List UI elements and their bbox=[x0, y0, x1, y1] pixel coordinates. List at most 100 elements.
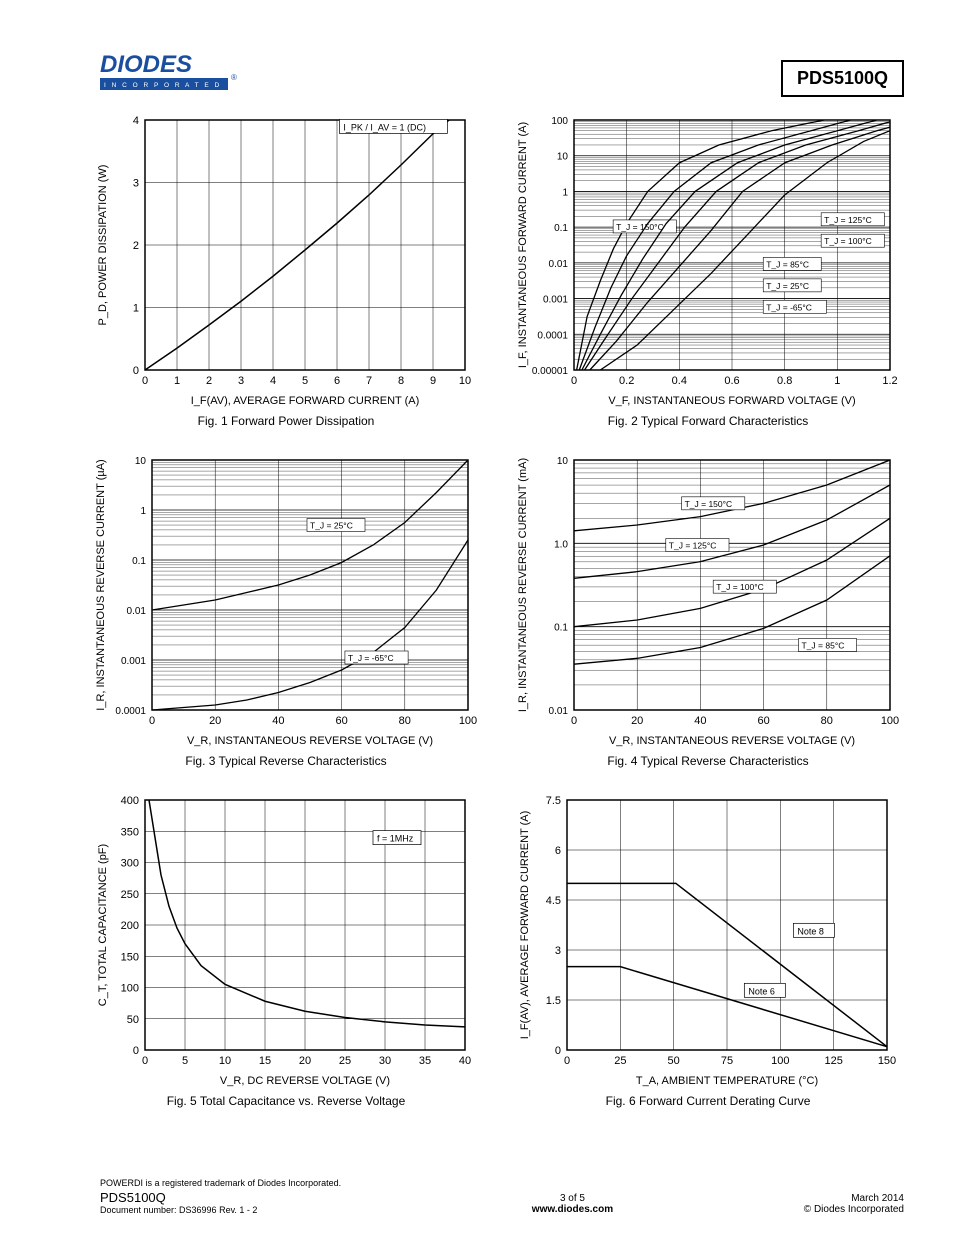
svg-text:1: 1 bbox=[133, 303, 139, 315]
svg-text:0.4: 0.4 bbox=[672, 375, 687, 387]
svg-text:20: 20 bbox=[631, 715, 643, 727]
chart-grid: 01234567891001234I_PK / I_AV = 1 (DC)I_F… bbox=[90, 110, 904, 1120]
svg-text:T_J = -65°C: T_J = -65°C bbox=[766, 302, 812, 312]
diodes-logo: DIODES I N C O R P O R A T E D ® bbox=[100, 50, 240, 97]
fig2-caption: Fig. 2 Typical Forward Characteristics bbox=[512, 414, 904, 428]
svg-text:3: 3 bbox=[133, 178, 139, 190]
svg-text:®: ® bbox=[231, 73, 237, 82]
svg-text:35: 35 bbox=[419, 1055, 431, 1067]
fig4-caption: Fig. 4 Typical Reverse Characteristics bbox=[512, 754, 904, 768]
trademark-note: POWERDI is a registered trademark of Dio… bbox=[100, 1178, 341, 1188]
svg-text:25: 25 bbox=[339, 1055, 351, 1067]
svg-text:15: 15 bbox=[259, 1055, 271, 1067]
svg-text:125: 125 bbox=[824, 1055, 842, 1067]
svg-text:1: 1 bbox=[834, 375, 840, 387]
footer-partname: PDS5100Q bbox=[100, 1190, 341, 1205]
svg-text:T_J = 25°C: T_J = 25°C bbox=[766, 281, 809, 291]
svg-text:0: 0 bbox=[571, 715, 577, 727]
fig1-cell: 01234567891001234I_PK / I_AV = 1 (DC)I_F… bbox=[90, 110, 482, 440]
svg-text:40: 40 bbox=[459, 1055, 471, 1067]
fig3-cell: 0204060801000.00010.0010.010.1110T_J = 2… bbox=[90, 450, 482, 780]
footer-url: www.diodes.com bbox=[532, 1204, 613, 1215]
svg-text:0: 0 bbox=[564, 1055, 570, 1067]
svg-text:V_R, DC REVERSE VOLTAGE (V): V_R, DC REVERSE VOLTAGE (V) bbox=[220, 1075, 390, 1087]
svg-text:5: 5 bbox=[302, 375, 308, 387]
logo-subtext: I N C O R P O R A T E D bbox=[104, 82, 221, 89]
svg-text:0: 0 bbox=[555, 1045, 561, 1057]
svg-text:V_R, INSTANTANEOUS REVERSE VOL: V_R, INSTANTANEOUS REVERSE VOLTAGE (V) bbox=[609, 735, 855, 747]
fig5-caption: Fig. 5 Total Capacitance vs. Reverse Vol… bbox=[90, 1094, 482, 1108]
svg-text:1: 1 bbox=[140, 506, 146, 517]
fig2-cell: 00.20.40.60.811.20.000010.00010.0010.010… bbox=[512, 110, 904, 440]
svg-text:9: 9 bbox=[430, 375, 436, 387]
svg-text:T_J = 85°C: T_J = 85°C bbox=[802, 641, 845, 651]
svg-text:0.0001: 0.0001 bbox=[115, 706, 146, 717]
svg-text:0: 0 bbox=[133, 1045, 139, 1057]
svg-text:I_PK / I_AV = 1 (DC): I_PK / I_AV = 1 (DC) bbox=[343, 122, 426, 132]
svg-text:8: 8 bbox=[398, 375, 404, 387]
svg-text:V_R, INSTANTANEOUS REVERSE VOL: V_R, INSTANTANEOUS REVERSE VOLTAGE (V) bbox=[187, 735, 433, 747]
svg-text:6: 6 bbox=[555, 845, 561, 857]
svg-text:0.6: 0.6 bbox=[724, 375, 739, 387]
svg-text:4.5: 4.5 bbox=[546, 895, 561, 907]
svg-text:50: 50 bbox=[127, 1014, 139, 1026]
svg-text:30: 30 bbox=[379, 1055, 391, 1067]
svg-text:0.8: 0.8 bbox=[777, 375, 792, 387]
svg-text:4: 4 bbox=[133, 115, 139, 127]
svg-text:0: 0 bbox=[142, 375, 148, 387]
svg-text:10: 10 bbox=[459, 375, 471, 387]
svg-text:0: 0 bbox=[142, 1055, 148, 1067]
svg-text:50: 50 bbox=[668, 1055, 680, 1067]
svg-text:T_J = 100°C: T_J = 100°C bbox=[716, 582, 764, 592]
svg-text:I_R, INSTANTANEOUS REVERSE CUR: I_R, INSTANTANEOUS REVERSE CURRENT (mA) bbox=[517, 458, 529, 712]
fig1-caption: Fig. 1 Forward Power Dissipation bbox=[90, 414, 482, 428]
svg-text:1.2: 1.2 bbox=[882, 375, 897, 387]
svg-text:0.001: 0.001 bbox=[543, 295, 568, 306]
fig4-cell: 0204060801000.010.11.010T_J = 150°CT_J =… bbox=[512, 450, 904, 780]
svg-text:7.5: 7.5 bbox=[546, 795, 561, 807]
svg-text:20: 20 bbox=[209, 715, 221, 727]
svg-text:1.0: 1.0 bbox=[554, 539, 568, 550]
svg-text:4: 4 bbox=[270, 375, 276, 387]
svg-text:75: 75 bbox=[721, 1055, 733, 1067]
svg-text:I_R, INSTANTANEOUS REVERSE CUR: I_R, INSTANTANEOUS REVERSE CURRENT (µA) bbox=[95, 459, 107, 710]
fig3-caption: Fig. 3 Typical Reverse Characteristics bbox=[90, 754, 482, 768]
svg-text:6: 6 bbox=[334, 375, 340, 387]
svg-text:400: 400 bbox=[121, 795, 139, 807]
svg-text:0.01: 0.01 bbox=[549, 259, 569, 270]
svg-text:I_F(AV), AVERAGE FORWARD CURRE: I_F(AV), AVERAGE FORWARD CURRENT (A) bbox=[191, 395, 420, 407]
svg-text:0.01: 0.01 bbox=[127, 606, 147, 617]
footer-copyright: © Diodes Incorporated bbox=[804, 1204, 904, 1215]
svg-text:T_J = 85°C: T_J = 85°C bbox=[766, 259, 809, 269]
svg-text:40: 40 bbox=[694, 715, 706, 727]
svg-text:350: 350 bbox=[121, 826, 139, 838]
svg-text:f = 1MHz: f = 1MHz bbox=[377, 834, 414, 844]
svg-text:0.01: 0.01 bbox=[549, 706, 569, 717]
svg-text:T_J = 25°C: T_J = 25°C bbox=[310, 521, 353, 531]
svg-text:150: 150 bbox=[878, 1055, 896, 1067]
svg-text:3: 3 bbox=[238, 375, 244, 387]
svg-text:I_F, INSTANTANEOUS FORWARD CUR: I_F, INSTANTANEOUS FORWARD CURRENT (A) bbox=[517, 122, 529, 368]
svg-text:0.0001: 0.0001 bbox=[537, 330, 568, 341]
svg-text:T_J = 125°C: T_J = 125°C bbox=[824, 215, 872, 225]
svg-text:80: 80 bbox=[821, 715, 833, 727]
svg-text:0.1: 0.1 bbox=[132, 556, 146, 567]
svg-text:Note 6: Note 6 bbox=[748, 986, 775, 996]
footer-docnum: Document number: DS36996 Rev. 1 - 2 bbox=[100, 1205, 341, 1215]
svg-text:1: 1 bbox=[562, 187, 568, 198]
svg-text:T_J = -65°C: T_J = -65°C bbox=[348, 653, 394, 663]
svg-text:80: 80 bbox=[399, 715, 411, 727]
svg-text:10: 10 bbox=[557, 456, 569, 467]
svg-text:60: 60 bbox=[757, 715, 769, 727]
svg-text:20: 20 bbox=[299, 1055, 311, 1067]
svg-text:100: 100 bbox=[551, 116, 568, 127]
svg-text:2: 2 bbox=[206, 375, 212, 387]
svg-text:100: 100 bbox=[121, 983, 139, 995]
svg-text:60: 60 bbox=[335, 715, 347, 727]
fig5-cell: 0510152025303540050100150200250300350400… bbox=[90, 790, 482, 1120]
logo-text: DIODES bbox=[100, 51, 192, 78]
svg-text:100: 100 bbox=[771, 1055, 789, 1067]
footer-mid: 3 of 5 www.diodes.com bbox=[532, 1193, 613, 1215]
svg-text:V_F, INSTANTANEOUS FORWARD VOL: V_F, INSTANTANEOUS FORWARD VOLTAGE (V) bbox=[608, 395, 855, 407]
svg-text:200: 200 bbox=[121, 920, 139, 932]
